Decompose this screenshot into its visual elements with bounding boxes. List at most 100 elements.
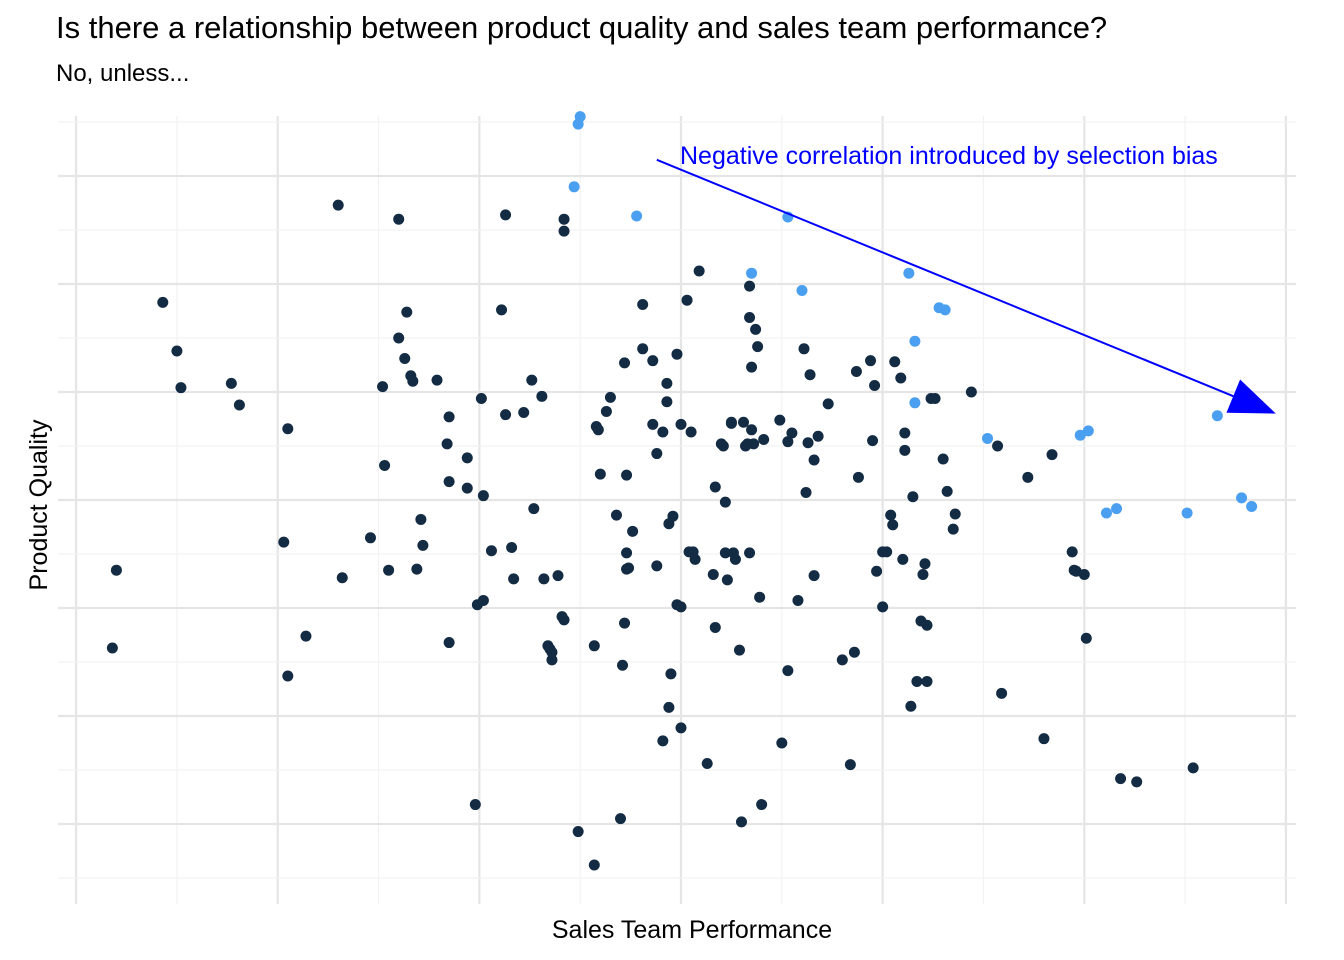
data-point: [776, 737, 788, 749]
data-point: [865, 355, 877, 367]
data-point: [282, 423, 294, 435]
annotation-arrow-line: [656, 158, 1234, 398]
data-point-selected: [631, 210, 643, 222]
data-point: [738, 416, 750, 428]
data-point: [822, 398, 834, 410]
data-point: [477, 490, 489, 502]
data-point: [528, 503, 540, 515]
data-point: [782, 436, 794, 448]
data-point: [572, 826, 584, 838]
data-point: [1115, 773, 1127, 785]
data-point: [1080, 632, 1092, 644]
data-point: [300, 630, 312, 642]
data-point: [175, 382, 187, 394]
data-point: [407, 375, 419, 387]
data-point: [921, 675, 933, 687]
data-point-selected: [1074, 429, 1086, 441]
data-point: [735, 816, 747, 828]
data-point: [869, 380, 881, 392]
data-point: [411, 563, 423, 575]
data-point: [383, 564, 395, 576]
data-point: [233, 399, 245, 411]
data-point-selected: [933, 302, 945, 314]
data-point-selected: [746, 267, 758, 279]
data-point: [949, 508, 961, 520]
data-point: [675, 418, 687, 430]
data-point: [651, 560, 663, 572]
data-point: [558, 213, 570, 225]
data-point-selected: [909, 335, 921, 347]
data-point: [836, 654, 848, 666]
data-point: [899, 427, 911, 439]
data-point: [729, 553, 741, 565]
data-point: [719, 496, 731, 508]
data-point: [657, 735, 669, 747]
data-point-selected: [903, 267, 915, 279]
data-point: [929, 392, 941, 404]
data-point: [647, 418, 659, 430]
data-point: [538, 573, 550, 585]
data-point: [617, 659, 629, 671]
data-point: [431, 374, 443, 386]
data-point: [477, 594, 489, 606]
data-point: [518, 407, 530, 419]
data-point: [461, 482, 473, 494]
data-point: [917, 569, 929, 581]
data-point: [1046, 449, 1058, 461]
data-point: [721, 574, 733, 586]
data-point: [746, 424, 758, 436]
data-point: [621, 469, 633, 481]
data-point: [899, 444, 911, 456]
data-point: [1022, 471, 1034, 483]
data-point: [558, 225, 570, 237]
data-point: [941, 485, 953, 497]
data-point: [415, 513, 427, 525]
data-point: [1038, 733, 1050, 745]
data-point: [546, 654, 558, 666]
data-point: [921, 619, 933, 631]
data-point: [637, 343, 649, 355]
data-point: [500, 209, 512, 221]
data-point-selected: [1236, 492, 1248, 504]
data-point: [364, 532, 376, 544]
data-point: [750, 323, 762, 335]
data-point: [443, 476, 455, 488]
data-point: [399, 353, 411, 365]
data-point: [744, 280, 756, 292]
data-point: [844, 759, 856, 771]
data-point: [417, 539, 429, 551]
data-points: [106, 111, 1258, 871]
data-point: [443, 411, 455, 423]
data-point: [937, 453, 949, 465]
data-point: [877, 601, 889, 613]
data-point: [693, 265, 705, 277]
data-point: [469, 799, 481, 811]
data-point: [752, 341, 764, 353]
data-point: [871, 565, 883, 577]
data-point-selected: [568, 181, 580, 193]
data-point: [800, 486, 812, 498]
data-point: [786, 427, 798, 439]
data-point: [812, 430, 824, 442]
data-point: [647, 355, 659, 367]
data-point: [475, 392, 487, 404]
data-point: [1131, 776, 1143, 788]
data-point: [709, 481, 721, 493]
data-point: [746, 361, 758, 373]
data-point: [546, 646, 558, 658]
data-point: [637, 299, 649, 311]
chart-title: Is there a relationship between product …: [56, 10, 1108, 45]
data-point: [619, 357, 631, 369]
data-point: [592, 424, 604, 436]
data-point: [225, 377, 237, 389]
data-point: [600, 405, 612, 417]
data-point: [689, 553, 701, 565]
data-point: [754, 591, 766, 603]
data-point: [804, 369, 816, 381]
data-point: [748, 438, 760, 450]
data-point: [665, 668, 677, 680]
annotation-arrowhead: [1226, 379, 1276, 414]
data-point: [671, 348, 683, 360]
data-point: [733, 644, 745, 656]
